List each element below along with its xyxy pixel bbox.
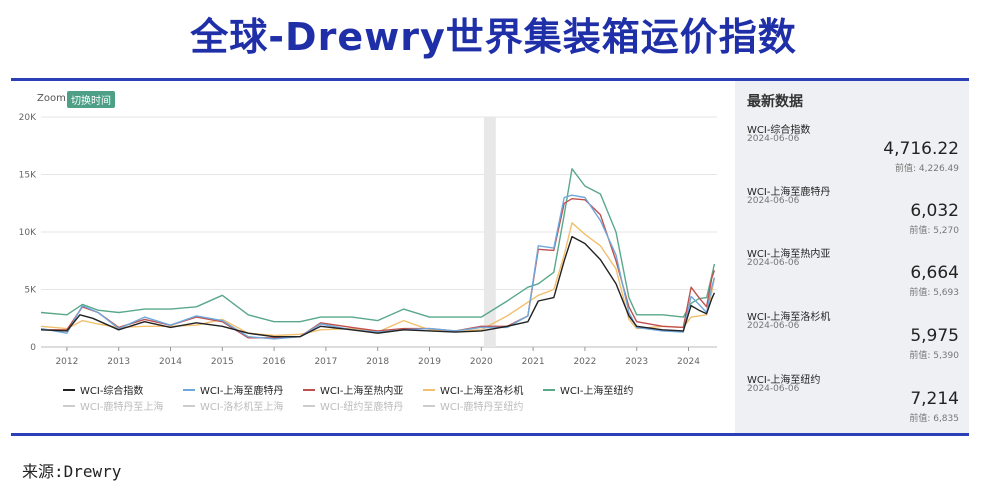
x-tick-label: 2018 <box>366 357 389 367</box>
x-tick-label: 2013 <box>107 357 130 367</box>
legend-label: WCI-综合指数 <box>80 384 143 397</box>
top-rule <box>11 78 969 81</box>
latest-card: WCI-上海至纽约 2024-06-06 7,214 前值: 6,835 <box>747 371 959 433</box>
card-prev: 前值: 5,693 <box>909 288 959 298</box>
legend-label: WCI-上海至鹿特丹 <box>200 384 283 397</box>
card-date: 2024-06-06 <box>747 258 800 268</box>
card-date: 2024-06-06 <box>747 134 800 144</box>
card-prev: 前值: 4,226.49 <box>895 164 959 174</box>
x-tick-label: 2024 <box>677 357 700 367</box>
x-tick-label: 2019 <box>418 357 441 367</box>
x-tick-label: 2021 <box>522 357 545 367</box>
latest-card: WCI-上海至洛杉机 2024-06-06 5,975 前值: 5,390 <box>747 308 959 370</box>
x-tick-label: 2020 <box>470 357 493 367</box>
bottom-rule <box>11 433 969 436</box>
legend-label: WCI-鹿特丹至纽约 <box>440 400 523 413</box>
card-value: 7,214 <box>910 389 959 409</box>
x-tick-label: 2023 <box>625 357 648 367</box>
legend-label: WCI-洛杉机至上海 <box>200 400 283 413</box>
source-note: 来源:Drewry <box>22 462 122 481</box>
x-tick-label: 2016 <box>263 357 286 367</box>
legend-label: WCI-上海至洛杉机 <box>440 384 523 397</box>
y-tick-label: 0 <box>30 343 36 353</box>
series-line <box>40 194 716 340</box>
x-tick-label: 2012 <box>55 357 78 367</box>
x-tick-label: 2014 <box>159 357 182 367</box>
latest-card: WCI-综合指数 2024-06-06 4,716.22 前值: 4,226.4… <box>747 121 959 183</box>
card-name: WCI-上海至热内亚 <box>747 249 831 260</box>
y-tick-label: 15K <box>19 171 37 181</box>
series-line <box>40 235 716 338</box>
x-tick-label: 2017 <box>314 357 337 367</box>
x-tick-label: 2022 <box>573 357 596 367</box>
x-tick-label: 2015 <box>211 357 234 367</box>
card-date: 2024-06-06 <box>747 321 800 331</box>
line-chart: 0 5K 10K 15K 20K 2012 2013 2014 2015 2016 2017 2018… <box>19 113 717 413</box>
card-value: 6,032 <box>910 201 959 221</box>
legend-label: WCI-鹿特丹至上海 <box>80 400 163 413</box>
card-value: 5,975 <box>910 326 959 346</box>
page-title: 全球-Drewry世界集装箱运价指数 <box>190 15 797 59</box>
legend-label: WCI-上海至热内亚 <box>320 384 403 397</box>
card-date: 2024-06-06 <box>747 196 800 206</box>
y-tick-label: 5K <box>24 286 37 296</box>
latest-card: WCI-上海至鹿特丹 2024-06-06 6,032 前值: 5,270 <box>747 183 959 245</box>
card-name: WCI-上海至纽约 <box>747 375 821 386</box>
latest-data-sidebar: 最新数据 WCI-综合指数 2024-06-06 4,716.22 前值: 4,… <box>735 81 969 433</box>
y-tick-label: 10K <box>19 228 37 238</box>
card-prev: 前值: 5,270 <box>909 226 959 236</box>
card-value: 4,716.22 <box>883 139 959 159</box>
sidebar-title: 最新数据 <box>747 94 803 110</box>
latest-card: WCI-上海至热内亚 2024-06-06 6,664 前值: 5,693 <box>747 245 959 307</box>
card-name: WCI-上海至鹿特丹 <box>747 187 831 198</box>
card-date: 2024-06-06 <box>747 384 800 394</box>
zoom-label: Zoom <box>37 93 66 104</box>
legend-label: WCI-上海至纽约 <box>560 384 633 397</box>
card-prev: 前值: 6,835 <box>909 414 959 424</box>
legend-label: WCI-纽约至鹿特丹 <box>320 400 403 413</box>
card-value: 6,664 <box>910 263 959 283</box>
y-tick-label: 20K <box>19 113 37 123</box>
zoom-toggle-button[interactable]: 切换时间 <box>67 91 115 108</box>
card-name: WCI-综合指数 <box>747 125 811 136</box>
highlight-band <box>483 117 496 347</box>
series-line <box>41 198 716 339</box>
series-line <box>40 168 716 323</box>
card-prev: 前值: 5,390 <box>909 351 959 361</box>
card-name: WCI-上海至洛杉机 <box>747 312 831 323</box>
chart-panel: 0 5K 10K 15K 20K 2012 2013 2014 2015 2016 2017 2018… <box>11 81 969 433</box>
